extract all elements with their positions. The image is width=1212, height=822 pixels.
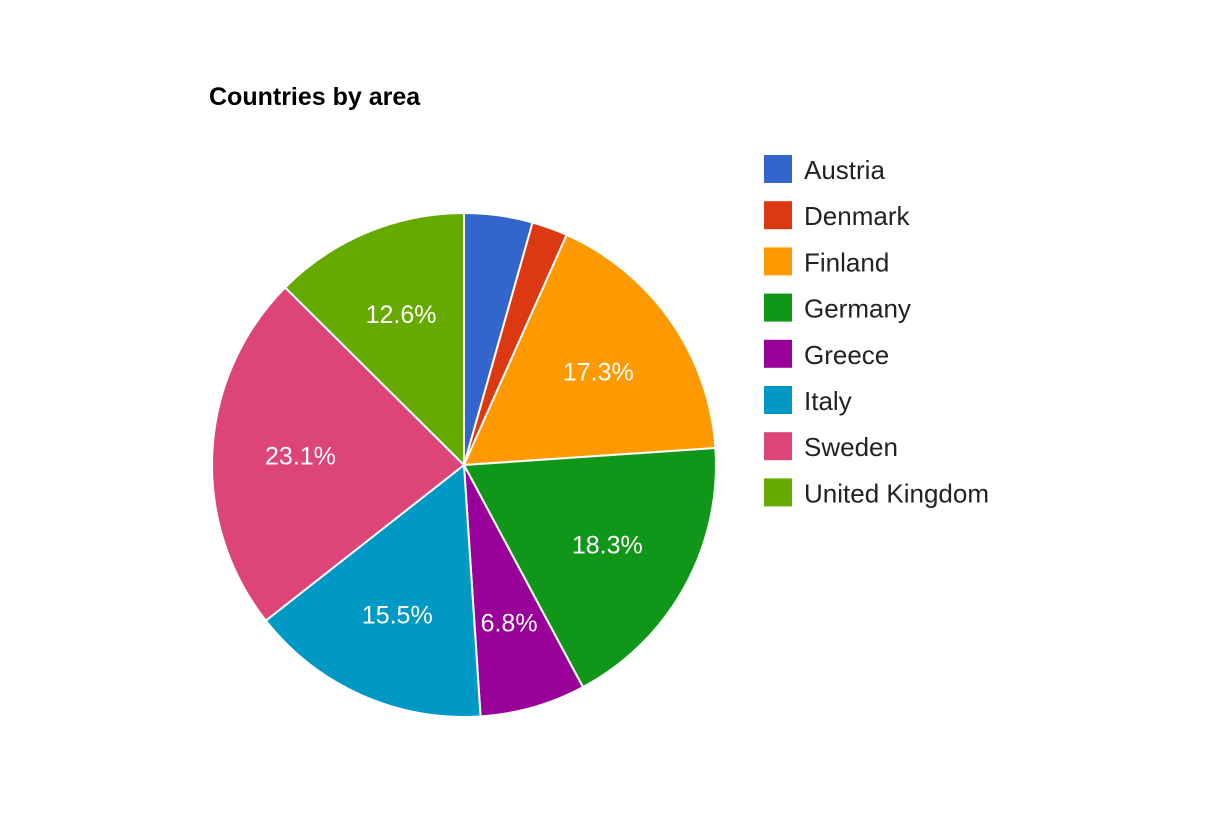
legend-swatch-greece <box>764 339 792 368</box>
pie-slices <box>211 211 717 718</box>
pie-slice-sweden <box>211 286 466 623</box>
legend-item-italy: Italy <box>764 386 852 416</box>
legend-label-austria: Austria <box>804 155 885 185</box>
pie-slice-germany <box>462 446 717 689</box>
legend-swatch-sweden <box>764 432 792 461</box>
slice-label-greece: 6.8% <box>481 609 538 637</box>
chart-title: Countries by area <box>209 83 421 111</box>
legend: Austria Denmark Finland Germany Greece Italy S… <box>764 155 989 508</box>
legend-label-sweden: Sweden <box>804 432 898 462</box>
legend-swatch-austria <box>764 155 792 183</box>
slice-label-italy: 15.5% <box>362 602 433 630</box>
legend-item-sweden: Sweden <box>764 432 898 462</box>
pie-slice-labels: 17.3% 18.3% 6.8% 15.5% 23.1% 12.6% <box>265 301 643 638</box>
legend-swatch-italy <box>764 386 792 414</box>
legend-swatch-denmark <box>764 201 792 230</box>
legend-swatch-germany <box>764 293 792 322</box>
legend-label-germany: Germany <box>804 294 911 324</box>
pie-slice-greece <box>463 464 585 718</box>
legend-swatch-united-kingdom <box>764 478 792 507</box>
legend-label-finland: Finland <box>804 247 889 277</box>
slice-label-sweden: 23.1% <box>265 443 336 471</box>
legend-item-germany: Germany <box>764 293 911 324</box>
legend-label-united-kingdom: United Kingdom <box>804 478 989 508</box>
legend-item-finland: Finland <box>764 247 889 277</box>
legend-item-united-kingdom: United Kingdom <box>764 478 989 508</box>
legend-label-denmark: Denmark <box>804 201 910 231</box>
slice-label-finland: 17.3% <box>563 358 634 386</box>
slice-label-united-kingdom: 12.6% <box>366 301 437 329</box>
legend-label-greece: Greece <box>804 340 889 370</box>
pie-slice-italy <box>264 463 482 718</box>
legend-swatch-finland <box>764 247 792 276</box>
legend-item-austria: Austria <box>764 155 885 185</box>
legend-item-denmark: Denmark <box>764 201 910 231</box>
legend-item-greece: Greece <box>764 339 889 370</box>
pie-slice-finland <box>462 233 717 467</box>
legend-label-italy: Italy <box>804 386 852 416</box>
slice-label-germany: 18.3% <box>572 531 643 559</box>
pie-slice-united-kingdom <box>283 211 465 468</box>
